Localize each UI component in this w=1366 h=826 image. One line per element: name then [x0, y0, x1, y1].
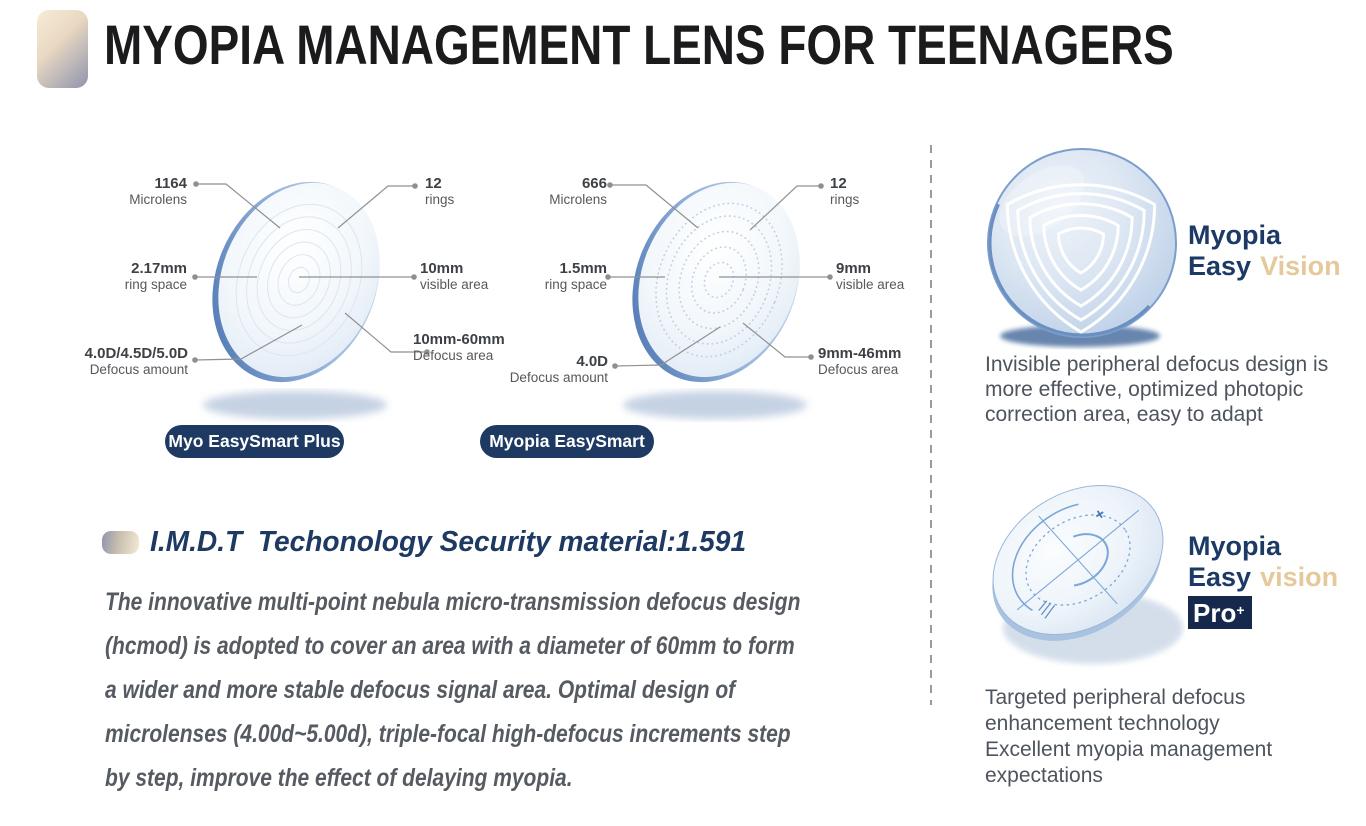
product-name-easy-vision: Myopia Easy Vision [1188, 220, 1341, 282]
callout-value: 12 [425, 175, 442, 192]
paragraph-line: a wider and more stable defocus signal a… [105, 676, 736, 704]
product-name-line2: Easy Vision [1188, 251, 1341, 282]
paragraph-line: (hcmod) is adopted to cover an area with… [105, 632, 795, 660]
name-accent: vision [1260, 562, 1339, 592]
callout-label: Defocus amount [509, 370, 608, 385]
product-name-line1: Myopia [1188, 531, 1282, 561]
description-line: more effective, optimized photopic [985, 378, 1304, 401]
callout-value: 2.17mm [131, 260, 187, 277]
callout-defocus-area: 9mm-46mm Defocus area [818, 345, 901, 378]
pro-badge-text: Pro [1193, 598, 1237, 628]
product-name-line2: Easy vision [1188, 562, 1338, 593]
product-pill-myo-easysmart-plus: Myo EasySmart Plus [165, 425, 344, 458]
callout-label: Microlens [549, 192, 607, 207]
description-line: Excellent myopia management [985, 738, 1273, 761]
callout-label: ring space [124, 277, 187, 292]
lens-diagram-myo-easysmart-plus: 1164 Microlens 12 rings 2.17mm ring spac… [85, 155, 515, 455]
callout-value: 10mm-60mm [413, 331, 505, 348]
product-name-line1: Myopia [1188, 220, 1282, 250]
pro-badge: Pro+ [1188, 596, 1252, 629]
callout-microlens: 666 Microlens [549, 175, 607, 208]
description-line: Invisible peripheral defocus design is [985, 353, 1329, 376]
product-description-easy-vision: Invisible peripheral defocus design is m… [985, 352, 1328, 427]
callout-defocus-amount: 4.0D Defocus amount [510, 353, 608, 386]
tech-section-paragraph: The innovative multi-point nebula micro-… [105, 580, 800, 800]
callout-value: 4.0D/4.5D/5.0D [84, 345, 188, 362]
callout-label: ring space [544, 277, 607, 292]
tech-section-heading: I.M.D.T Techonology Security material:1.… [150, 526, 747, 558]
page-title: MYOPIA MANAGEMENT LENS FOR TEENAGERS [104, 13, 1174, 76]
callout-label: rings [830, 192, 860, 207]
vertical-dashed-divider [930, 145, 932, 705]
callout-label: rings [425, 192, 455, 207]
lens-illustration [605, 181, 833, 419]
product-name-line3: Pro+ [1188, 593, 1338, 629]
callout-ring-space: 2.17mm ring space [125, 260, 187, 293]
callout-rings: 12 rings [830, 175, 859, 208]
callout-label: Defocus amount [89, 362, 188, 377]
name-dark: Easy [1188, 251, 1252, 281]
callout-defocus-area: 10mm-60mm Defocus area [413, 331, 505, 364]
description-line: expectations [985, 764, 1103, 787]
callout-value: 12 [830, 175, 847, 192]
product-description-easy-vision-pro: Targeted peripheral defocus enhancement … [985, 685, 1272, 789]
product-pill-myopia-easysmart: Myopia EasySmart [480, 425, 654, 458]
description-line: correction area, easy to adapt [985, 403, 1263, 426]
easy-vision-pro-lens-image: + [992, 484, 1183, 664]
callout-rings: 12 rings [425, 175, 454, 208]
callout-value: 4.0D [576, 353, 608, 370]
callout-label: Defocus area [413, 348, 494, 363]
callout-value: 9mm-46mm [818, 345, 902, 362]
callout-value: 1164 [154, 175, 187, 192]
callout-ring-space: 1.5mm ring space [545, 260, 607, 293]
callout-value: 9mm [836, 260, 872, 277]
callout-microlens: 1164 Microlens [129, 175, 187, 208]
callout-value: 666 [581, 175, 607, 192]
lens-diagram-myopia-easysmart: 666 Microlens 12 rings 1.5mm ring space … [510, 155, 935, 455]
section-accent-icon [102, 531, 139, 554]
pro-badge-plus: + [1236, 602, 1245, 618]
product-name-easy-vision-pro: Myopia Easy vision Pro+ [1188, 531, 1338, 629]
callout-visible-area: 10mm visible area [420, 260, 488, 293]
callout-label: visible area [836, 277, 905, 292]
title-accent-icon [37, 10, 88, 88]
name-accent: Vision [1260, 251, 1341, 281]
callout-defocus-amount: 4.0D/4.5D/5.0D Defocus amount [85, 345, 188, 378]
paragraph-line: The innovative multi-point nebula micro-… [105, 588, 801, 616]
description-line: enhancement technology [985, 712, 1220, 735]
callout-value: 1.5mm [559, 260, 607, 277]
callout-label: visible area [420, 277, 489, 292]
callout-label: Defocus area [818, 362, 899, 377]
callout-value: 10mm [420, 260, 464, 277]
paragraph-line: by step, improve the effect of delaying … [105, 764, 573, 792]
description-line: Targeted peripheral defocus [985, 686, 1246, 709]
paragraph-line: microlenses (4.00d~5.00d), triple-focal … [105, 720, 791, 748]
callout-visible-area: 9mm visible area [836, 260, 904, 293]
name-dark: Easy [1188, 562, 1252, 592]
lens-illustration [192, 181, 430, 419]
easy-vision-lens-image [987, 148, 1177, 347]
callout-label: Microlens [129, 192, 187, 207]
